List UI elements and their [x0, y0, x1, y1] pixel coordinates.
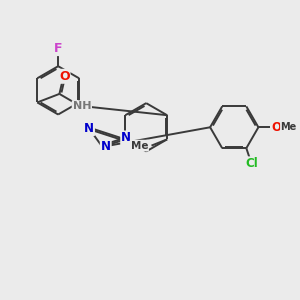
Text: Cl: Cl: [246, 157, 258, 170]
Text: F: F: [54, 42, 62, 55]
Text: N: N: [121, 131, 131, 144]
Text: NH: NH: [73, 101, 91, 111]
Text: Me: Me: [130, 141, 148, 151]
Text: Me: Me: [280, 122, 297, 132]
Text: N: N: [101, 140, 111, 153]
Text: N: N: [84, 122, 94, 135]
Text: O: O: [59, 70, 70, 83]
Text: O: O: [271, 121, 281, 134]
